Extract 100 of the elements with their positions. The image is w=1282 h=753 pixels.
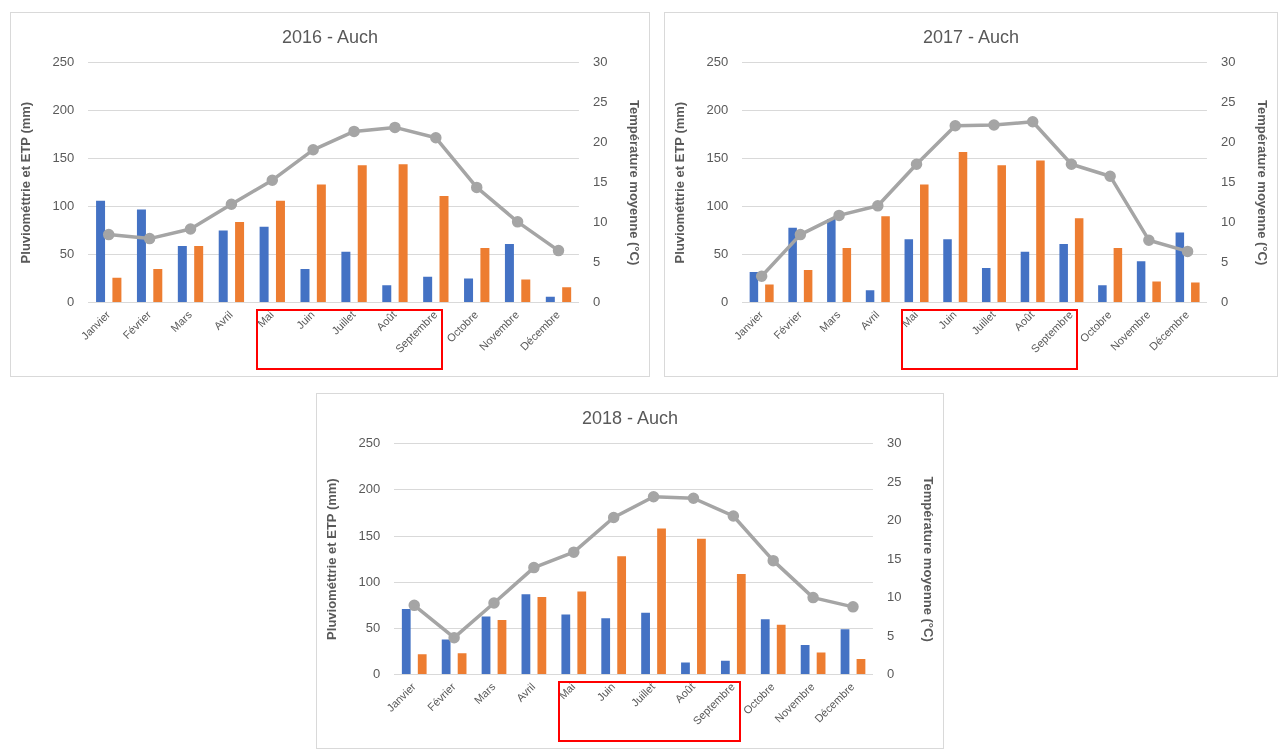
- point: [647, 490, 660, 503]
- bar: [561, 614, 571, 675]
- bar: [96, 200, 106, 303]
- bar: [840, 629, 850, 675]
- bar: [1191, 282, 1200, 303]
- bar: [1098, 285, 1107, 303]
- y-tick-label: 200: [52, 102, 75, 118]
- point: [794, 228, 807, 241]
- y2-tick-label: 20: [1220, 134, 1236, 150]
- bar: [681, 662, 690, 675]
- bar: [1020, 251, 1030, 303]
- bar: [177, 245, 187, 303]
- bar: [601, 618, 611, 675]
- y2-axis-title: Température moyenne (°C): [920, 476, 936, 642]
- y2-tick-label: 20: [592, 134, 608, 150]
- point: [143, 232, 156, 245]
- bar: [153, 269, 163, 303]
- point: [1065, 158, 1078, 170]
- point: [1026, 116, 1039, 128]
- bar: [827, 219, 836, 303]
- bar: [341, 251, 351, 303]
- bar: [997, 165, 1006, 303]
- chart-title: 2018 - Auch: [581, 407, 679, 428]
- bar: [697, 538, 706, 675]
- bar: [521, 279, 531, 303]
- point: [389, 121, 401, 134]
- bar: [1059, 244, 1068, 303]
- bar: [357, 165, 367, 303]
- bar: [259, 226, 269, 303]
- bar: [417, 654, 427, 675]
- point: [807, 591, 819, 604]
- y2-tick-label: 25: [1220, 94, 1236, 110]
- point: [607, 511, 620, 524]
- bar: [521, 594, 531, 675]
- y2-tick-label: 15: [886, 550, 902, 566]
- point: [102, 228, 115, 241]
- bar: [1136, 261, 1146, 303]
- point: [528, 561, 540, 574]
- y2-tick-label: 30: [592, 54, 608, 70]
- y2-tick-label: 25: [886, 473, 902, 489]
- bar: [136, 209, 146, 303]
- bar: [235, 221, 245, 303]
- y-tick-label: 100: [52, 198, 75, 214]
- y2-tick-label: 0: [886, 666, 895, 682]
- point: [767, 554, 779, 567]
- bar: [497, 620, 507, 675]
- point: [755, 270, 768, 282]
- y-tick-label: 150: [52, 150, 75, 166]
- bar: [904, 239, 914, 303]
- bar: [856, 658, 866, 675]
- point: [470, 181, 483, 194]
- bar: [920, 184, 929, 303]
- bar: [464, 278, 474, 303]
- bar: [617, 556, 627, 675]
- y2-tick-label: 30: [886, 435, 902, 451]
- y-tick-label: 0: [67, 294, 75, 310]
- bar: [545, 296, 555, 303]
- point: [1181, 245, 1194, 258]
- point: [833, 209, 845, 222]
- bar: [760, 619, 770, 675]
- y-axis-title: Pluviométtrie et ETP (mm): [324, 478, 340, 640]
- y2-tick-label: 0: [1220, 294, 1229, 310]
- bar: [457, 653, 467, 675]
- bar: [218, 230, 228, 303]
- bar: [765, 284, 774, 303]
- point: [910, 158, 923, 170]
- y2-tick-label: 10: [886, 589, 902, 605]
- y2-axis-title: Température moyenne (°C): [626, 99, 642, 266]
- bar: [803, 269, 813, 303]
- point: [568, 546, 580, 558]
- bar: [316, 184, 326, 303]
- bar: [300, 269, 310, 303]
- point: [1143, 234, 1155, 246]
- bar: [1074, 218, 1084, 303]
- y-tick-label: 250: [52, 54, 75, 70]
- bar: [1152, 281, 1161, 303]
- point: [988, 119, 1000, 131]
- y-tick-label: 0: [373, 666, 381, 682]
- point: [266, 174, 279, 186]
- chart-title: 2017 - Auch: [922, 26, 1020, 47]
- x-tick-label: Juin: [594, 680, 618, 704]
- bar: [842, 247, 852, 303]
- point: [307, 144, 319, 156]
- x-tick-label: Mai: [556, 680, 578, 702]
- y-tick-label: 0: [721, 294, 729, 310]
- point: [488, 597, 500, 609]
- bar: [788, 227, 797, 303]
- y2-tick-label: 10: [1220, 214, 1236, 230]
- y2-tick-label: 25: [592, 94, 608, 110]
- bar: [1036, 160, 1045, 303]
- y2-tick-label: 10: [592, 214, 608, 230]
- point: [225, 198, 238, 210]
- point: [448, 631, 460, 644]
- bar: [112, 277, 122, 303]
- chart-title: 2016 - Auch: [281, 26, 379, 47]
- y-tick-label: 150: [358, 527, 381, 543]
- bar: [641, 612, 650, 675]
- bar: [1113, 247, 1123, 303]
- bar: [439, 196, 449, 303]
- y2-tick-label: 15: [592, 174, 608, 190]
